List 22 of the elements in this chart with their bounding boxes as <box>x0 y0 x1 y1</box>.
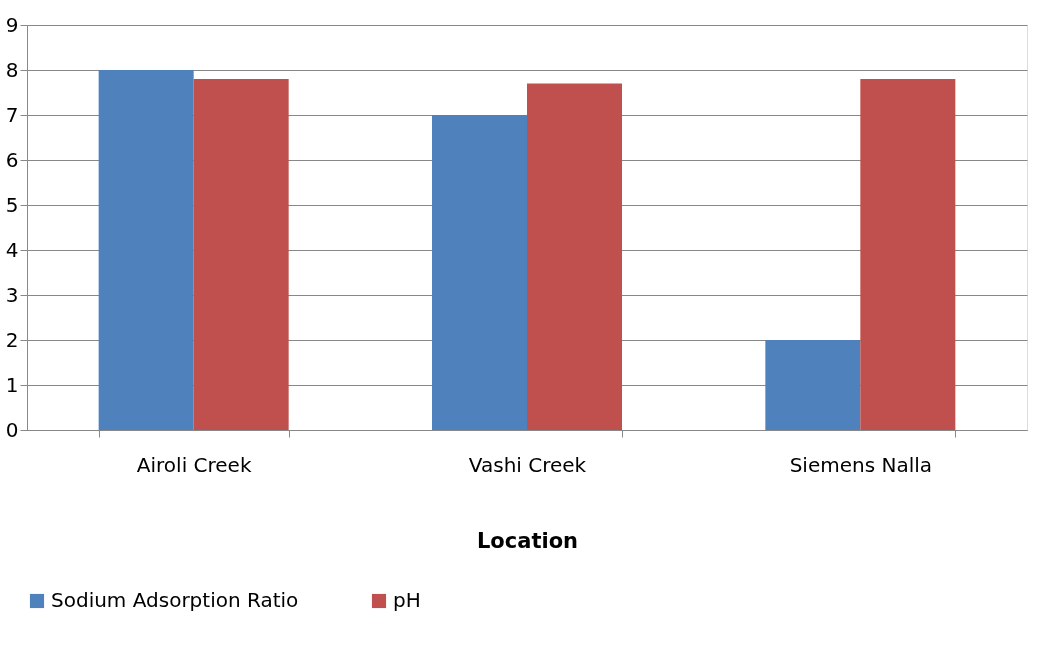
bar <box>527 83 622 430</box>
y-tick-label: 6 <box>5 147 19 172</box>
y-tick-label: 8 <box>5 57 19 82</box>
y-tick-label: 2 <box>5 327 19 352</box>
y-tick-label: 9 <box>5 12 19 37</box>
y-tick-label: 5 <box>5 192 19 217</box>
x-tick-label: Siemens Nalla <box>789 452 933 477</box>
bar <box>432 115 527 430</box>
y-tick-label: 3 <box>5 282 19 307</box>
y-tick-label: 1 <box>5 372 19 397</box>
y-tick-label: 0 <box>5 417 19 442</box>
y-tick-label: 7 <box>5 102 19 127</box>
x-tick-label: Vashi Creek <box>468 452 587 477</box>
x-tick-label: Airoli Creek <box>136 452 252 477</box>
legend-label: Sodium Adsorption Ratio <box>51 588 299 612</box>
legend-label: pH <box>393 588 421 612</box>
x-axis-title: Location <box>476 528 579 553</box>
bar <box>765 340 861 430</box>
bar <box>98 70 194 430</box>
y-tick-label: 4 <box>5 237 19 262</box>
bar <box>860 79 956 430</box>
bar <box>193 79 289 430</box>
